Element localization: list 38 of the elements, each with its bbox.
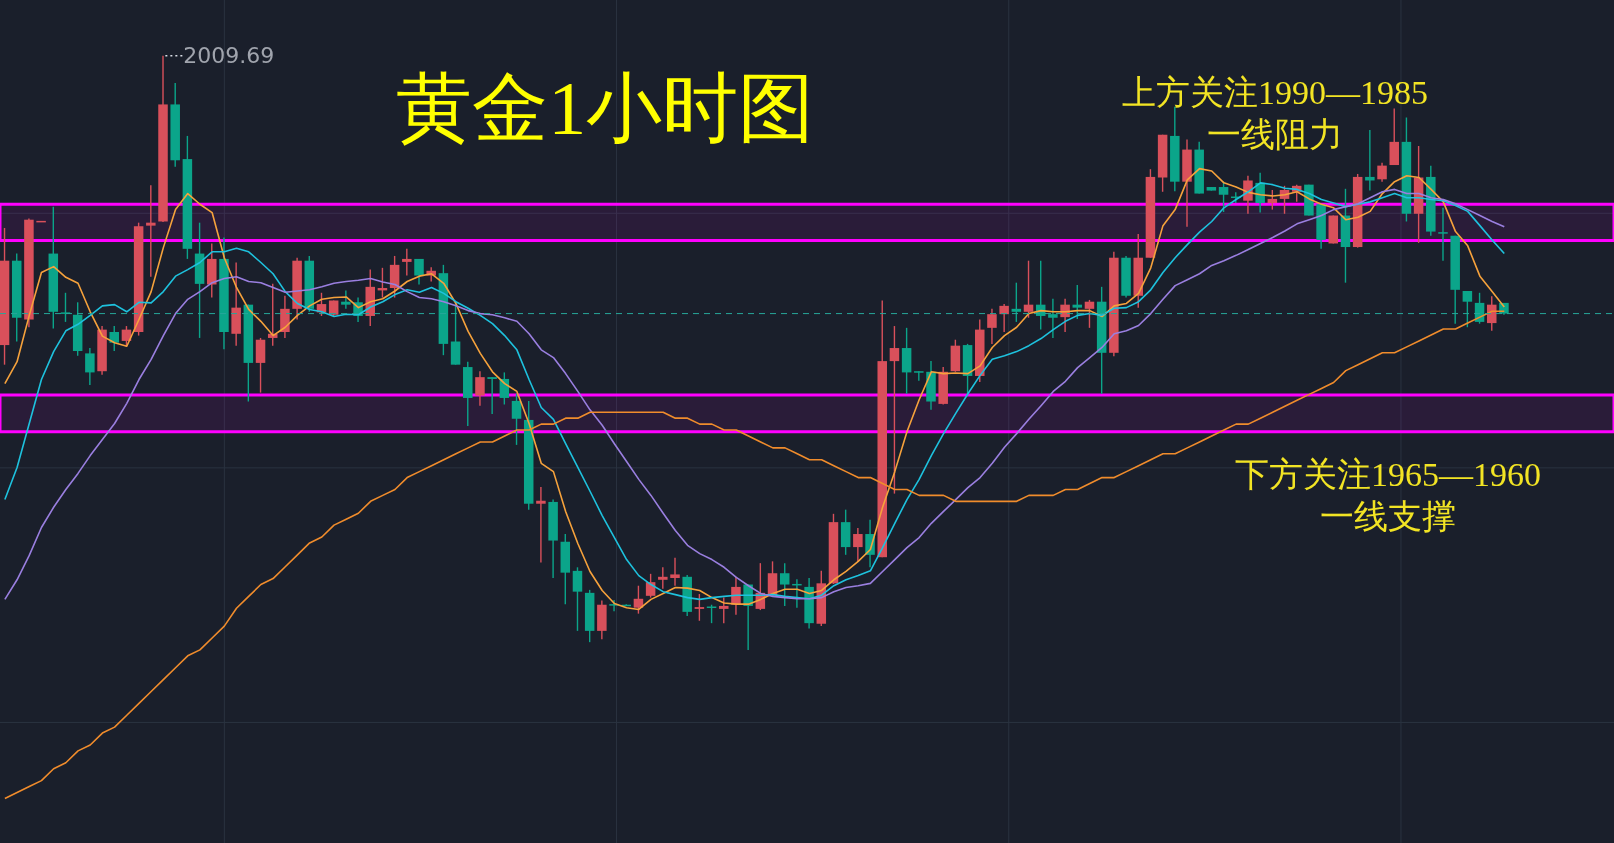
candlestick (1438, 207, 1448, 262)
candlestick (1048, 298, 1058, 339)
candlestick (889, 325, 900, 495)
candlestick (914, 370, 924, 382)
candlestick (1011, 281, 1022, 323)
candlestick (536, 486, 546, 564)
band-label: 下方关注1965—1960 一线支撑 (1235, 455, 1542, 535)
candlestick (1023, 260, 1034, 319)
candlestick (341, 289, 351, 310)
candlestick (670, 557, 680, 587)
candlestick (255, 337, 266, 394)
candlestick (1267, 189, 1278, 211)
candlestick (414, 258, 424, 286)
candlestick (987, 308, 997, 345)
band-label: 上方关注1990—1985 一线阻力 (1122, 74, 1429, 154)
candlestick (109, 325, 119, 352)
candlestick (146, 184, 156, 278)
candlestick (572, 566, 583, 632)
annotation: 2009.69 (183, 42, 275, 68)
candlestick (658, 566, 668, 590)
candlestick (779, 562, 790, 607)
candlestick (487, 376, 497, 415)
candlestick (999, 303, 1009, 333)
candlestick (719, 596, 729, 624)
candlestick (1072, 284, 1083, 320)
candlestick (402, 248, 412, 277)
candlestick (1462, 290, 1473, 328)
candlestick (1084, 299, 1095, 329)
candlestick (853, 527, 863, 563)
candlestick (511, 393, 522, 446)
candlestick (694, 593, 705, 622)
chart-title: 黄金1小时图 (396, 66, 815, 150)
candlestick (1389, 107, 1399, 166)
candlestick (280, 295, 290, 339)
candlestick (85, 347, 95, 386)
candlestick (1377, 161, 1387, 183)
candlestick (60, 292, 71, 323)
candlestick (475, 370, 485, 407)
